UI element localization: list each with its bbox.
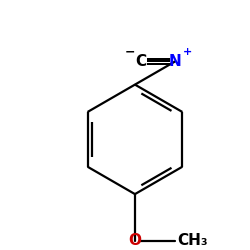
Text: N: N (169, 54, 182, 69)
Text: O: O (128, 233, 141, 248)
Text: +: + (182, 47, 192, 57)
Text: C: C (135, 54, 146, 69)
Text: −: − (125, 46, 135, 59)
Text: CH₃: CH₃ (177, 233, 208, 248)
